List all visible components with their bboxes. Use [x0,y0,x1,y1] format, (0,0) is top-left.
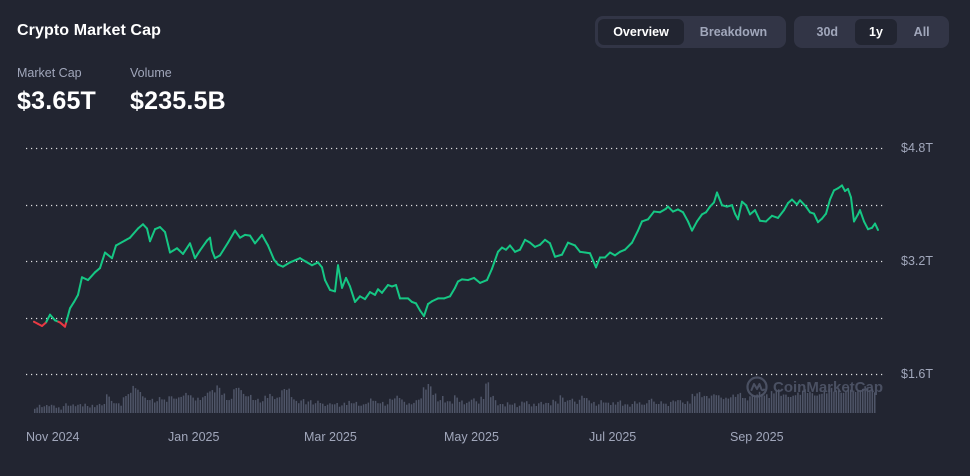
x-tick-label: May 2025 [444,430,499,444]
tab-breakdown[interactable]: Breakdown [699,25,768,39]
chart-title: Crypto Market Cap [17,22,161,39]
y-tick-label: $3.2T [901,254,933,268]
x-tick-label: Nov 2024 [26,430,80,444]
tab-overview[interactable]: Overview [598,19,684,45]
market-cap-label: Market Cap [17,66,82,80]
volume-bars [34,382,876,414]
range-30d[interactable]: 30d [816,25,839,39]
volume-stat: Volume $235.5B [130,66,226,116]
market-cap-value: $3.65T [17,87,97,115]
market-cap-line [33,184,879,328]
x-tick-label: Sep 2025 [730,430,784,444]
range-toggle: 30d 1y All [794,16,949,48]
volume-label: Volume [130,66,172,80]
volume-value: $235.5B [130,87,226,115]
x-tick-label: Mar 2025 [304,430,357,444]
coinmarketcap-watermark: CoinMarketCap [746,376,883,398]
x-tick-label: Jul 2025 [589,430,637,444]
chart-gridlines [26,147,884,376]
view-toggle: Overview Breakdown [595,16,786,48]
y-tick-label: $4.8T [901,141,933,155]
coinmarketcap-logo-icon [746,376,768,398]
market-cap-stat: Market Cap $3.65T [17,66,96,116]
x-tick-label: Jan 2025 [168,430,220,444]
range-1y[interactable]: 1y [854,19,898,45]
y-tick-label: $1.6T [901,367,933,381]
range-all[interactable]: All [913,25,930,39]
watermark-text: CoinMarketCap [773,378,884,396]
